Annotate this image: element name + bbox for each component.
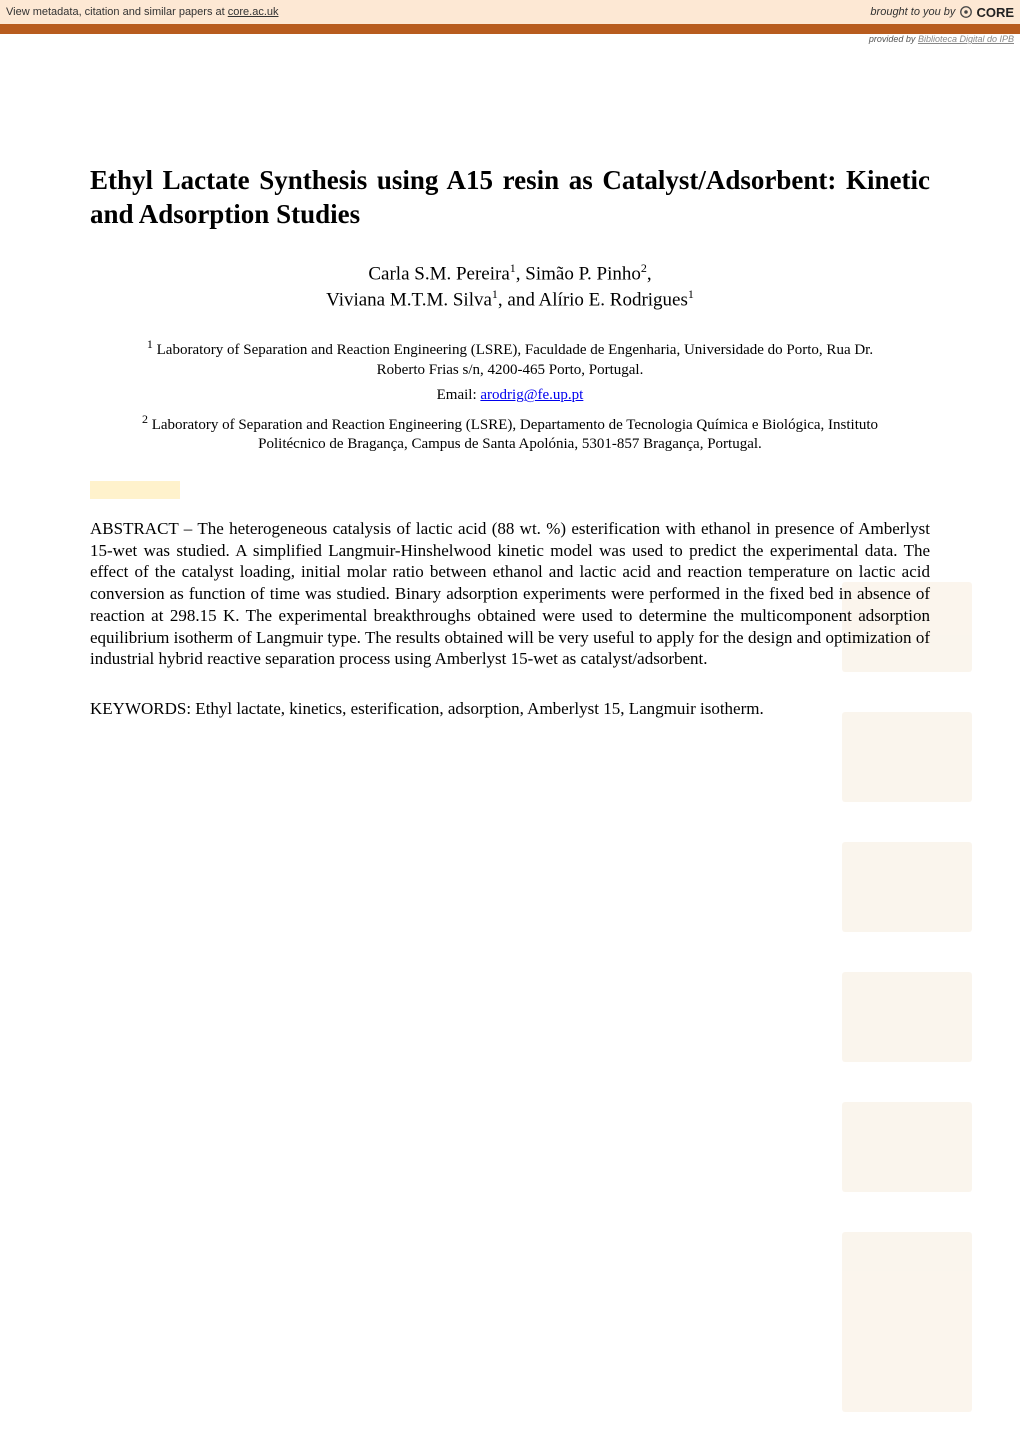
banner-left-prefix: View metadata, citation and similar pape… [6,6,228,18]
watermark-image [842,842,972,932]
core-logo[interactable]: CORE [959,5,1014,20]
affil-sup: 1 [688,287,694,301]
highlight-mark [90,481,180,499]
email-line: Email: arodrig@fe.up.pt [130,386,890,406]
author-sep: , [647,263,652,284]
email-label: Email: [437,387,481,403]
keywords-text: KEYWORDS: Ethyl lactate, kinetics, ester… [90,698,930,720]
affiliation-1: 1 Laboratory of Separation and Reaction … [130,337,890,380]
core-banner: View metadata, citation and similar pape… [0,0,1020,24]
paper-title: Ethyl Lactate Synthesis using A15 resin … [90,164,930,232]
banner-left: View metadata, citation and similar pape… [6,6,279,18]
provided-source-link[interactable]: Biblioteca Digital do IPB [918,34,1014,44]
core-link[interactable]: core.ac.uk [228,6,279,18]
author-name: , and Alírio E. Rodrigues [498,290,688,311]
author-name: Viviana M.T.M. Silva [326,290,492,311]
abstract-text: ABSTRACT – The heterogeneous catalysis o… [90,518,930,670]
paper-page: Ethyl Lactate Synthesis using A15 resin … [0,44,1020,780]
banner-right: brought to you by CORE [870,5,1014,20]
provided-prefix: provided by [869,34,918,44]
author-name: , Simão P. Pinho [516,263,641,284]
core-label: CORE [976,5,1014,20]
orange-divider-bar [0,24,1020,34]
core-icon [959,5,973,19]
watermark-image [842,972,972,1062]
authors-block: Carla S.M. Pereira1, Simão P. Pinho2, Vi… [90,260,930,314]
brought-to-you-label: brought to you by [870,6,955,18]
affiliation-text: Laboratory of Separation and Reaction En… [148,417,878,453]
affiliation-2: 2 Laboratory of Separation and Reaction … [130,412,890,455]
provided-by-bar: provided by Biblioteca Digital do IPB [0,34,1020,44]
watermark-image [842,1102,972,1192]
watermark-image [842,1232,972,1412]
email-link[interactable]: arodrig@fe.up.pt [480,387,583,403]
author-name: Carla S.M. Pereira [368,263,509,284]
affiliation-text: Laboratory of Separation and Reaction En… [153,342,873,378]
